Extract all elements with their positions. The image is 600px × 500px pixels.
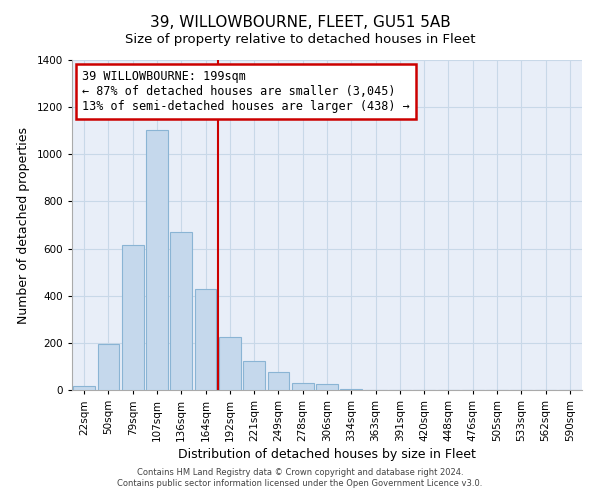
Bar bbox=[122, 245, 143, 390]
Bar bbox=[97, 344, 119, 390]
Bar bbox=[170, 232, 192, 390]
Text: 39 WILLOWBOURNE: 199sqm
← 87% of detached houses are smaller (3,045)
13% of semi: 39 WILLOWBOURNE: 199sqm ← 87% of detache… bbox=[82, 70, 410, 113]
Bar bbox=[146, 130, 168, 390]
Bar bbox=[219, 337, 241, 390]
X-axis label: Distribution of detached houses by size in Fleet: Distribution of detached houses by size … bbox=[178, 448, 476, 461]
Text: 39, WILLOWBOURNE, FLEET, GU51 5AB: 39, WILLOWBOURNE, FLEET, GU51 5AB bbox=[149, 15, 451, 30]
Bar bbox=[243, 360, 265, 390]
Text: Contains HM Land Registry data © Crown copyright and database right 2024.
Contai: Contains HM Land Registry data © Crown c… bbox=[118, 468, 482, 487]
Bar bbox=[194, 288, 217, 390]
Y-axis label: Number of detached properties: Number of detached properties bbox=[17, 126, 30, 324]
Bar bbox=[340, 389, 362, 390]
Bar bbox=[73, 386, 95, 390]
Bar bbox=[316, 384, 338, 390]
Bar bbox=[292, 383, 314, 390]
Bar bbox=[268, 372, 289, 390]
Text: Size of property relative to detached houses in Fleet: Size of property relative to detached ho… bbox=[125, 32, 475, 46]
